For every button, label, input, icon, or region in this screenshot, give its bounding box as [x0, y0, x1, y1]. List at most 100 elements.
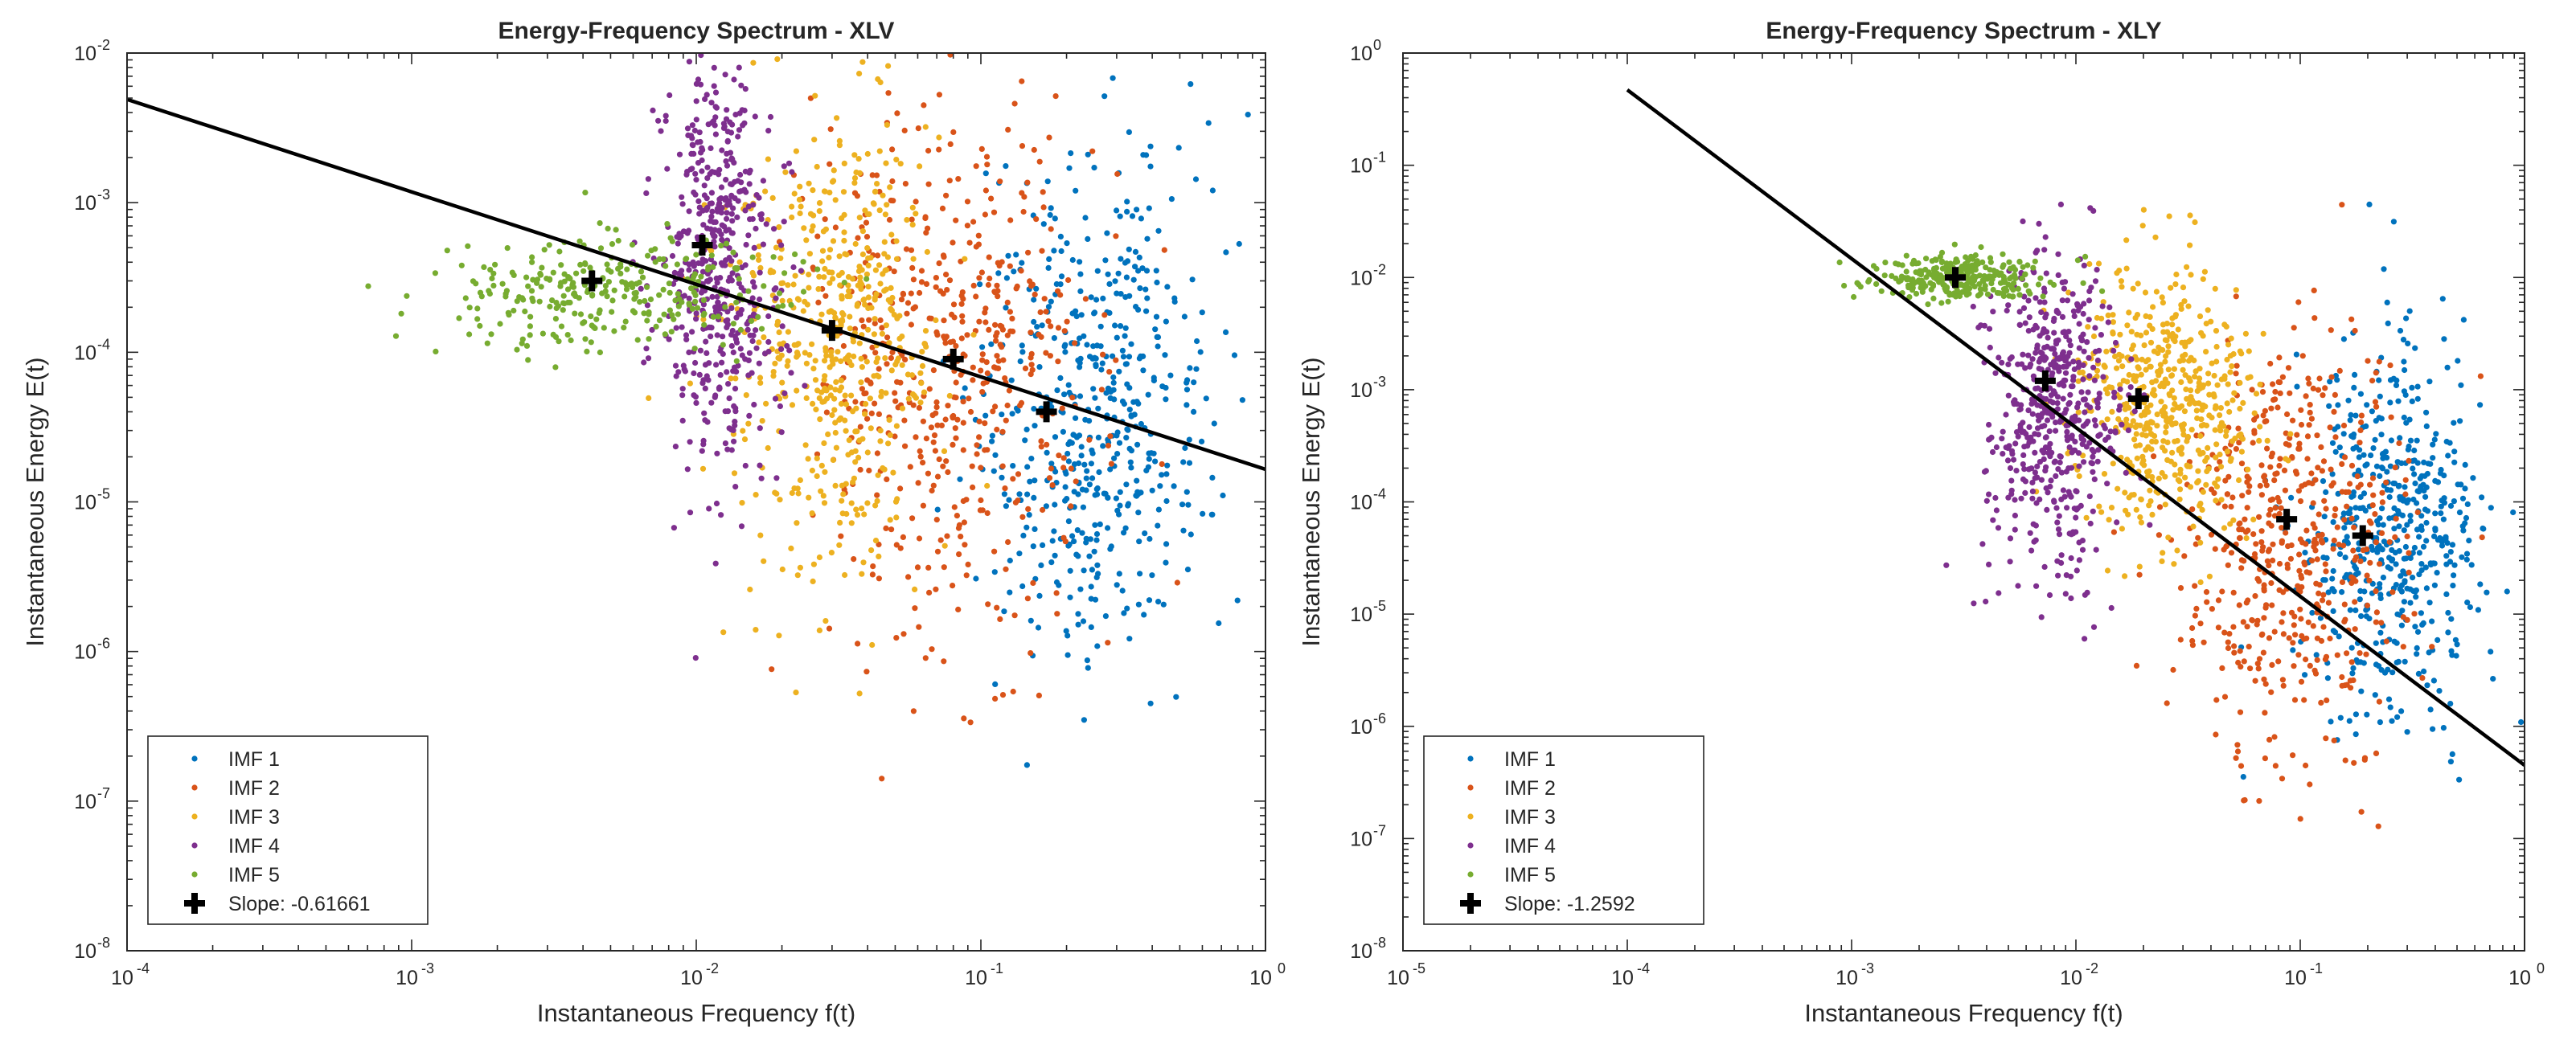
data-point [1032, 291, 1038, 297]
data-point [2452, 637, 2459, 643]
data-point [2092, 422, 2099, 429]
data-point [843, 356, 849, 362]
data-point [1160, 601, 1167, 608]
data-point [691, 271, 699, 277]
data-point [2421, 668, 2427, 675]
data-point [1077, 288, 1084, 294]
data-point [1986, 491, 1992, 497]
data-point [2303, 541, 2309, 547]
data-point [961, 519, 967, 526]
data-point [2443, 561, 2450, 567]
data-point [2262, 755, 2268, 762]
data-point [2280, 631, 2287, 637]
data-point [852, 240, 859, 248]
data-point [2165, 534, 2172, 541]
data-point [892, 433, 898, 440]
data-point [2213, 441, 2220, 448]
data-point [2218, 497, 2225, 503]
x-tick-exponent: -2 [706, 960, 719, 976]
data-point [2085, 418, 2091, 424]
data-point [800, 289, 807, 295]
data-point [2228, 550, 2235, 556]
legend-entry-label: IMF 3 [228, 806, 280, 829]
data-point [2284, 411, 2291, 418]
data-point [899, 405, 906, 411]
data-point [781, 390, 788, 396]
data-point [2126, 371, 2132, 379]
data-point [868, 547, 875, 554]
data-point [2352, 371, 2358, 378]
data-point [2136, 563, 2143, 570]
data-point [2462, 485, 2468, 492]
data-point [488, 331, 494, 338]
data-point [686, 267, 692, 273]
data-point [653, 323, 659, 330]
data-point [1068, 503, 1074, 510]
data-point [724, 324, 730, 330]
data-point [880, 271, 886, 277]
data-point [1191, 408, 1197, 415]
data-point [2143, 313, 2149, 319]
data-point [1092, 522, 1098, 528]
data-point [465, 243, 471, 249]
data-point [991, 548, 998, 555]
data-point [2370, 492, 2377, 498]
data-point [2063, 356, 2069, 362]
data-point [2307, 402, 2313, 408]
data-point [999, 411, 1005, 418]
data-point [593, 316, 600, 322]
data-point [1015, 407, 1021, 414]
data-point [706, 324, 712, 330]
data-point [2110, 529, 2117, 535]
data-point [2387, 704, 2393, 710]
data-point [785, 282, 791, 289]
data-point [729, 218, 736, 224]
data-point [729, 230, 736, 236]
data-point [822, 385, 828, 391]
data-point [2236, 477, 2242, 484]
data-point [2051, 330, 2057, 336]
data-point [2180, 284, 2187, 291]
data-point [1134, 489, 1141, 495]
data-point [675, 369, 682, 375]
data-point [669, 312, 675, 318]
data-point [2071, 313, 2078, 319]
data-point [964, 223, 970, 229]
data-point [2217, 428, 2224, 434]
data-point [2221, 373, 2228, 379]
data-point [2081, 459, 2087, 465]
data-point [997, 616, 1003, 623]
data-point [643, 346, 650, 352]
data-point [2153, 289, 2160, 295]
data-point [692, 191, 699, 198]
data-point [477, 322, 483, 330]
data-point [2222, 477, 2229, 484]
data-point [2409, 384, 2415, 391]
data-point [2055, 272, 2061, 278]
data-point [852, 428, 859, 435]
data-point [1065, 458, 1072, 465]
data-point [999, 474, 1005, 481]
data-point [895, 355, 901, 362]
data-point [1005, 252, 1011, 259]
data-point [1064, 450, 1071, 457]
data-point [2166, 213, 2172, 219]
data-point [1236, 240, 1242, 248]
data-point [2344, 574, 2350, 580]
data-point [839, 293, 845, 299]
data-point [2377, 584, 2383, 591]
data-point [2075, 409, 2082, 415]
data-point [2223, 428, 2229, 435]
data-point [629, 241, 636, 248]
data-point [564, 332, 571, 338]
x-tick-exponent: -1 [991, 960, 1003, 976]
data-point [2352, 731, 2359, 738]
data-point [957, 476, 963, 482]
data-point [2395, 658, 2402, 665]
data-point [791, 190, 798, 197]
data-point [923, 436, 929, 442]
data-point [2335, 424, 2341, 430]
data-point [2312, 547, 2319, 554]
data-point [832, 429, 839, 436]
data-point [2178, 444, 2185, 451]
